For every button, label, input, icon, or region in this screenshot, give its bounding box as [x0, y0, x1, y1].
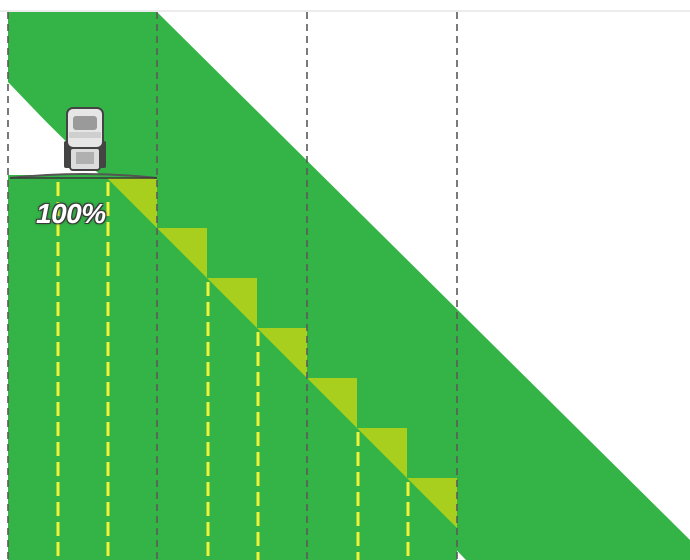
overlap-triangles — [107, 178, 457, 528]
overlap-triangle — [307, 378, 357, 428]
overlap-triangle — [357, 428, 407, 478]
covered-strip-section-3 — [307, 378, 457, 560]
overlap-triangle — [257, 328, 307, 378]
overlap-triangle — [407, 478, 457, 528]
overlap-triangle — [107, 178, 157, 228]
nozzle-lines — [56, 182, 410, 560]
covered-strip-section-2 — [157, 228, 307, 560]
section-boundaries — [7, 12, 458, 560]
tractor-sprayer-icon — [64, 107, 106, 171]
coverage-swath-diagonal — [8, 12, 690, 560]
overlap-triangle — [157, 228, 207, 278]
coverage-percentage-label: 100% — [36, 198, 106, 229]
overlap-triangle — [207, 278, 257, 328]
sprayer-boom — [9, 173, 158, 179]
covered-strip-section-1 — [8, 175, 157, 560]
